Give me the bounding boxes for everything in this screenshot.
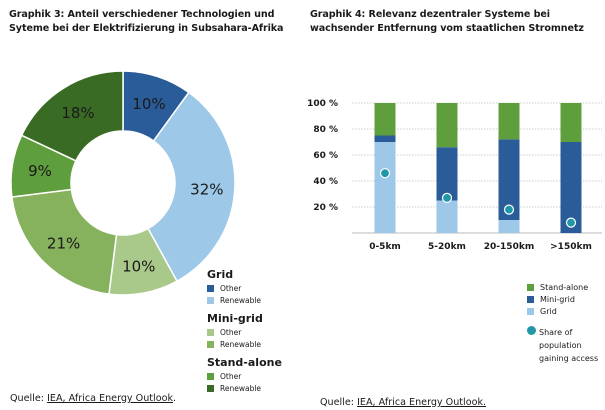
bar-segment-grid xyxy=(374,142,396,233)
legend-label: Renewable xyxy=(220,383,262,393)
x-tick-label: 0-5km xyxy=(369,242,401,252)
bar-segment-stand-alone xyxy=(560,103,582,142)
bar-segment-stand-alone xyxy=(374,103,396,136)
donut-source: Quelle: IEA, Africa Energy Outlook. xyxy=(10,393,176,404)
donut-slice-mini-grid-renewable xyxy=(11,188,118,295)
donut-data-label: 9% xyxy=(28,162,52,180)
bar-segment-stand-alone xyxy=(436,103,458,148)
bar-segment-stand-alone xyxy=(498,103,520,140)
bar-source: Quelle: IEA, Africa Energy Outlook. xyxy=(320,397,486,408)
donut-slice-stand-alone-renewable xyxy=(20,70,124,162)
bar-segment-mini-grid xyxy=(498,139,520,220)
y-tick-label: 60 % xyxy=(313,151,338,161)
y-tick-label: 40 % xyxy=(313,177,338,187)
legend-item: Renewable xyxy=(207,294,282,306)
donut-data-label: 21% xyxy=(47,234,80,252)
population-share-marker xyxy=(379,168,391,179)
legend-heading: Grid xyxy=(207,268,234,281)
legend-swatch xyxy=(207,372,214,380)
legend-swatch xyxy=(527,283,534,291)
legend-swatch xyxy=(527,295,534,303)
donut-data-label: 10% xyxy=(132,95,165,113)
source-link[interactable]: IEA, Africa Energy Outlook xyxy=(47,393,174,404)
legend-swatch xyxy=(207,384,214,392)
legend-swatch xyxy=(207,284,214,292)
legend-item: Renewable xyxy=(207,338,282,350)
donut-chart-title: Graphik 3: Anteil verschiedener Technolo… xyxy=(9,9,284,34)
x-tick-label: >150km xyxy=(550,242,592,252)
source-suffix: . xyxy=(173,393,177,404)
legend-marker-item: Share of population gaining access xyxy=(527,326,598,365)
legend-label: Share of population gaining access xyxy=(539,328,599,363)
x-tick-label: 5-20km xyxy=(428,242,466,252)
source-prefix: Quelle: xyxy=(320,397,358,408)
bar-chart-title: Graphik 4: Relevanz dezentraler Systeme … xyxy=(310,9,584,34)
source-link[interactable]: IEA, Africa Energy Outlook. xyxy=(357,397,487,408)
donut-slice-grid-renewable xyxy=(147,91,236,283)
legend-label: Other xyxy=(220,371,242,381)
legend-label: Other xyxy=(220,327,242,337)
legend-item: Other xyxy=(207,326,282,338)
donut-legend: Grid Other Renewable Mini-grid Other Renewabl… xyxy=(207,262,282,394)
legend-heading: Stand-alone xyxy=(207,356,282,369)
source-prefix: Quelle: xyxy=(10,393,48,404)
bar-segment-grid xyxy=(498,220,520,233)
bar-segment-mini-grid xyxy=(560,142,582,233)
donut-data-label: 10% xyxy=(122,258,155,276)
bar-segment-grid xyxy=(436,200,458,233)
legend-label: Stand-alone xyxy=(540,282,589,292)
bar-segment-mini-grid xyxy=(436,147,458,201)
legend-item: Grid xyxy=(527,305,598,317)
bar-segment-mini-grid xyxy=(374,135,396,142)
legend-label: Other xyxy=(220,283,242,293)
legend-swatch xyxy=(207,328,214,336)
legend-item: Renewable xyxy=(207,382,282,394)
legend-label: Grid xyxy=(540,306,557,316)
legend-swatch xyxy=(207,340,214,348)
legend-item: Other xyxy=(207,282,282,294)
y-tick-label: 20 % xyxy=(313,203,338,213)
legend-label: Renewable xyxy=(220,339,262,349)
donut-data-label: 18% xyxy=(61,104,94,122)
legend-item: Stand-alone xyxy=(527,281,598,293)
donut-data-label: 32% xyxy=(190,180,223,198)
population-share-marker xyxy=(441,192,453,204)
marker-dot-icon xyxy=(527,326,536,335)
y-tick-label: 100 % xyxy=(307,99,338,109)
legend-swatch xyxy=(527,307,534,315)
legend-item: Mini-grid xyxy=(527,293,598,305)
bar-legend: Stand-alone Mini-grid Grid Share of populati… xyxy=(527,281,598,365)
population-share-marker xyxy=(503,204,515,215)
donut-chart: 10% 32% 10% 21% 9% 18% xyxy=(10,70,236,296)
stacked-bar-chart: 20 % 40 % 60 % 80 % 100 % 0-5km 5-20km 20-150km… xyxy=(307,99,602,252)
legend-label: Renewable xyxy=(220,295,262,305)
legend-item: Other xyxy=(207,370,282,382)
legend-heading: Mini-grid xyxy=(207,312,263,325)
population-share-marker xyxy=(565,217,577,228)
legend-label: Mini-grid xyxy=(540,294,575,304)
x-tick-label: 20-150km xyxy=(484,242,534,252)
y-tick-label: 80 % xyxy=(313,125,338,135)
legend-swatch xyxy=(207,296,214,304)
